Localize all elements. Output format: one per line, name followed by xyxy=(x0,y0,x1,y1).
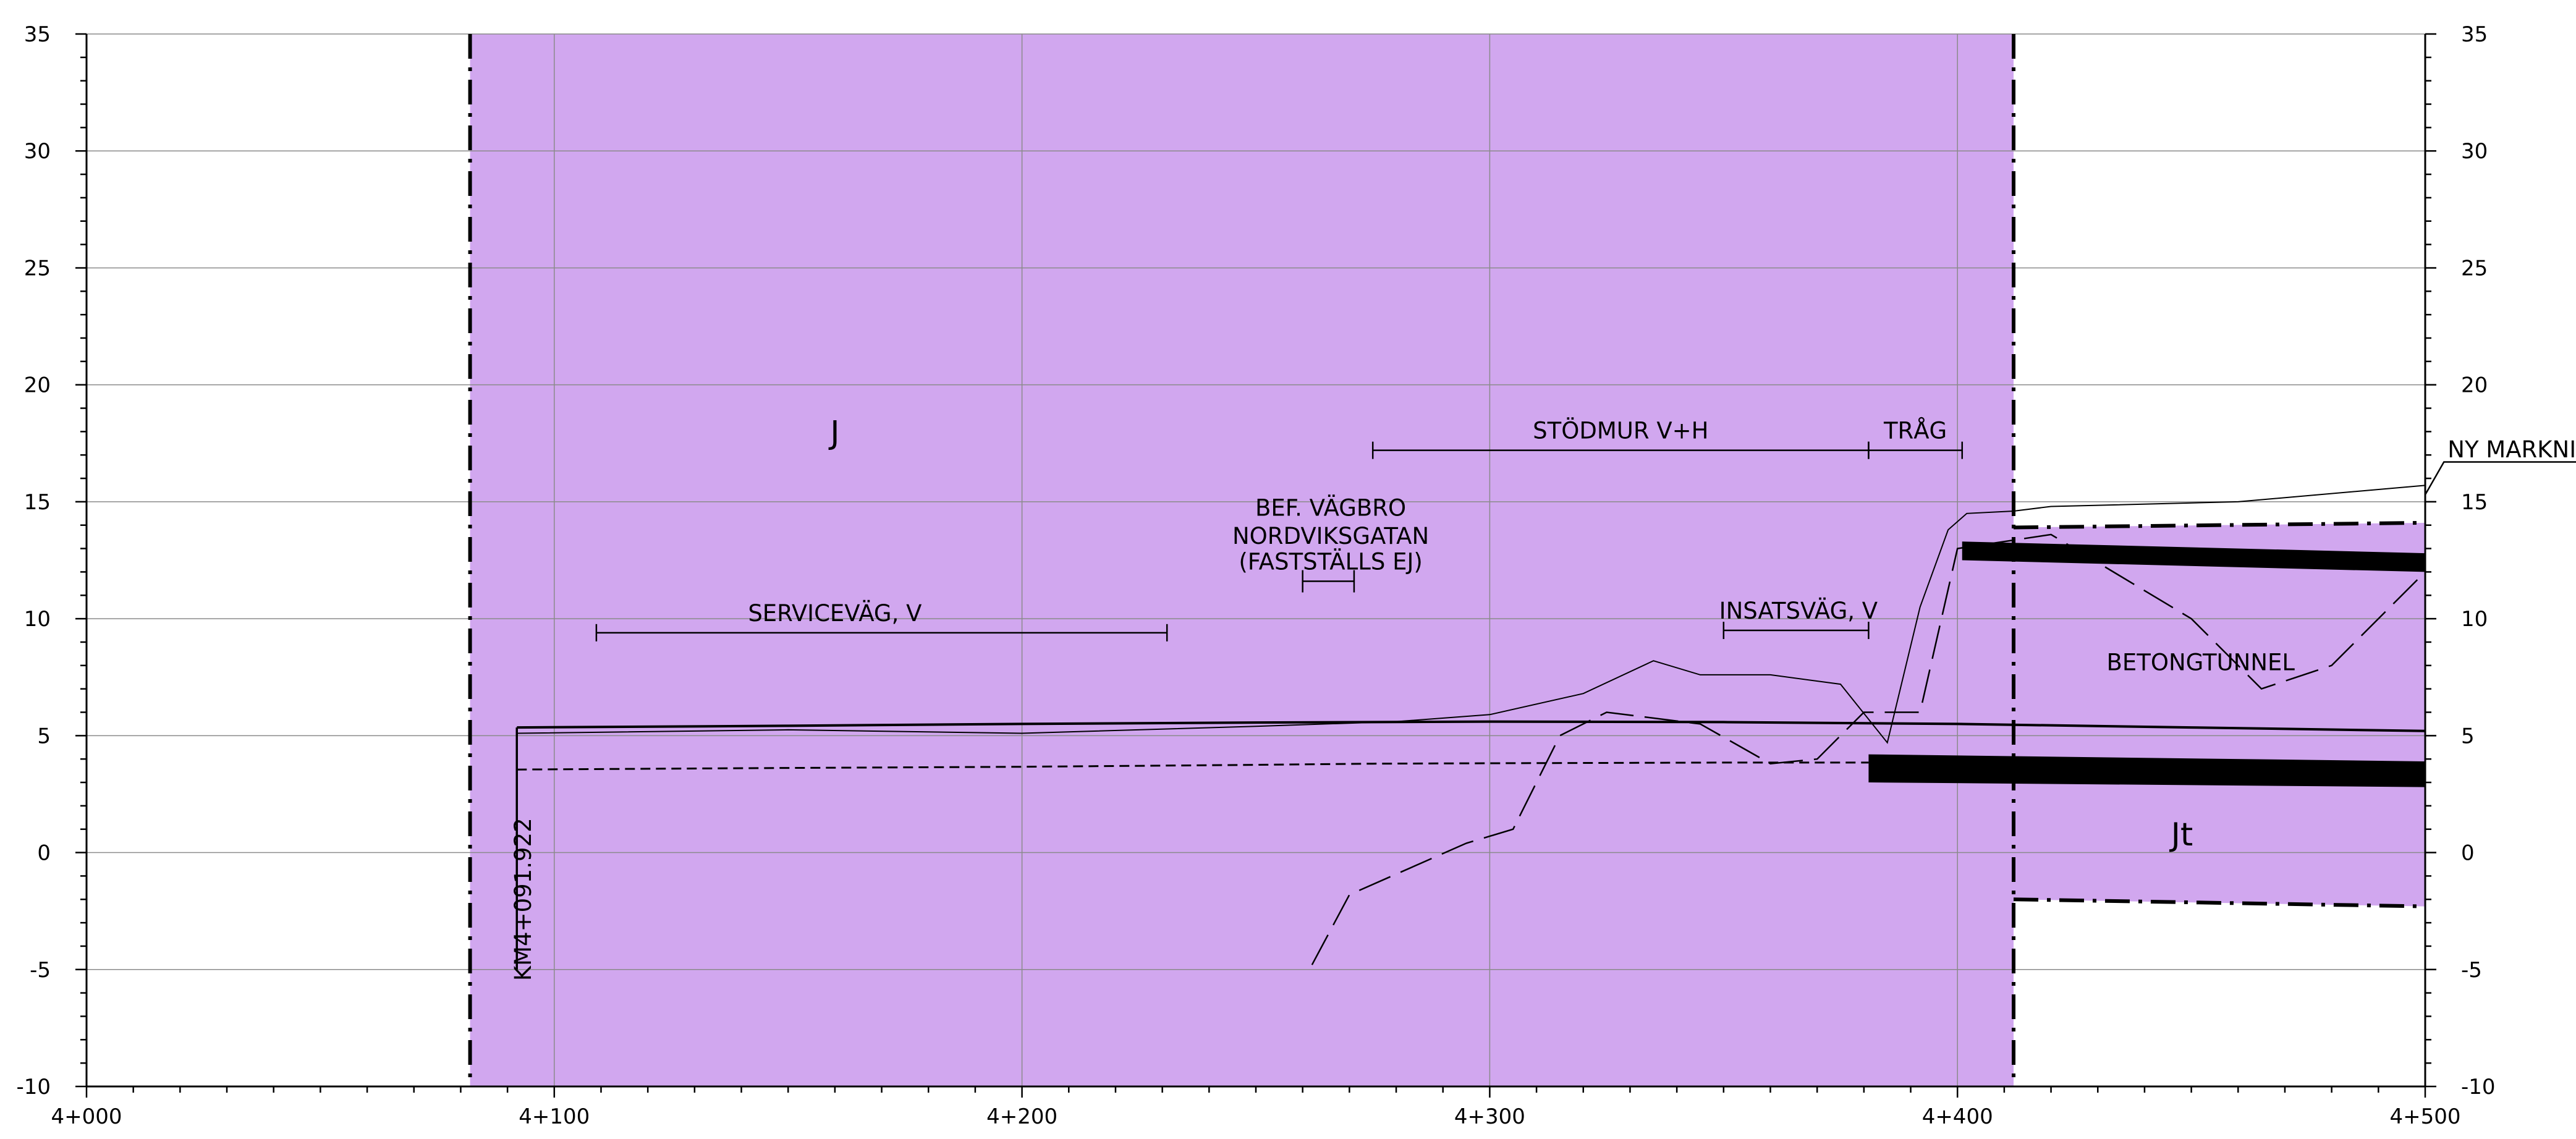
y-tick-label-left: 10 xyxy=(24,607,51,632)
trag-label: TRÅG xyxy=(1883,417,1947,444)
x-tick-label: 4+200 xyxy=(986,1104,1057,1129)
x-tick-label: 4+400 xyxy=(1922,1104,1993,1129)
profile-lines-layer xyxy=(468,34,2426,1086)
zone-jt xyxy=(2014,522,2425,907)
y-tick-label-left: 5 xyxy=(37,724,51,748)
tunnel-slab xyxy=(1868,754,2425,787)
y-tick-label-right: 5 xyxy=(2461,724,2475,748)
y-tick-label-left: 30 xyxy=(24,139,51,164)
bridge-label-line3: (FASTSTÄLLS EJ) xyxy=(1239,549,1422,575)
tunnel-slab xyxy=(1962,541,2425,572)
profile-line-solid-profile xyxy=(517,720,2426,732)
x-tick-label: 4+300 xyxy=(1454,1104,1525,1129)
y-tick-label-right: 35 xyxy=(2461,22,2488,47)
station-label: KM4+091.922 xyxy=(510,818,536,981)
y-tick-label-left: 25 xyxy=(24,256,51,281)
zone-j-label: J xyxy=(828,414,839,451)
servicevag-label: SERVICEVÄG, V xyxy=(748,600,922,627)
bridge-label-line2: NORDVIKSGATAN xyxy=(1232,523,1429,549)
bridge-label-line1: BEF. VÄGBRO xyxy=(1255,495,1406,522)
x-tick-label: 4+100 xyxy=(519,1104,590,1129)
jt-bottom-boundary xyxy=(2013,897,2426,908)
zone-j xyxy=(470,34,2014,1086)
profile-line-dash-line xyxy=(1311,533,2426,965)
y-tick-label-left: 0 xyxy=(37,841,51,866)
zone-jt-label: Jt xyxy=(2169,816,2193,853)
y-tick-label-left: 35 xyxy=(24,22,51,47)
zone-layer xyxy=(470,34,2425,1086)
jt-top-boundary xyxy=(2013,520,2426,530)
x-tick-label: 4+500 xyxy=(2389,1104,2460,1129)
profile-line-dashed-profile xyxy=(517,761,1869,771)
y-tick-label-right: 0 xyxy=(2461,841,2475,866)
y-tick-label-left: 20 xyxy=(24,373,51,398)
betongtunnel-label: BETONGTUNNEL xyxy=(2106,649,2295,675)
y-tick-label-right: 15 xyxy=(2461,490,2488,515)
y-tick-label-left: -5 xyxy=(30,958,51,983)
y-tick-label-right: -10 xyxy=(2461,1075,2496,1099)
y-tick-label-left: -10 xyxy=(16,1075,51,1099)
y-tick-label-right: -5 xyxy=(2461,958,2482,983)
profile-line-existing-ground xyxy=(517,485,2426,744)
y-tick-label-right: 20 xyxy=(2461,373,2488,398)
y-tick-label-right: 10 xyxy=(2461,607,2488,632)
x-tick-label: 4+000 xyxy=(51,1104,122,1129)
y-tick-label-right: 25 xyxy=(2461,256,2488,281)
insatsvag-label: INSATSVÄG, V xyxy=(1719,598,1878,624)
ny-markniva-leader xyxy=(2424,461,2576,496)
y-tick-label-left: 15 xyxy=(24,490,51,515)
annotation-layer: SERVICEVÄG, V STÖDMUR V+H TRÅG INSATSVÄG, V… xyxy=(510,414,2576,981)
axes-layer: 4+000 4+100 4+200 4+300 4+400 4+500-10 -10-5 -5… xyxy=(16,22,2495,1129)
stodmur-label: STÖDMUR V+H xyxy=(1533,418,1708,444)
y-tick-label-right: 30 xyxy=(2461,139,2488,164)
ny-markniva-label: NY MARKNIVÅ xyxy=(2447,436,2576,463)
